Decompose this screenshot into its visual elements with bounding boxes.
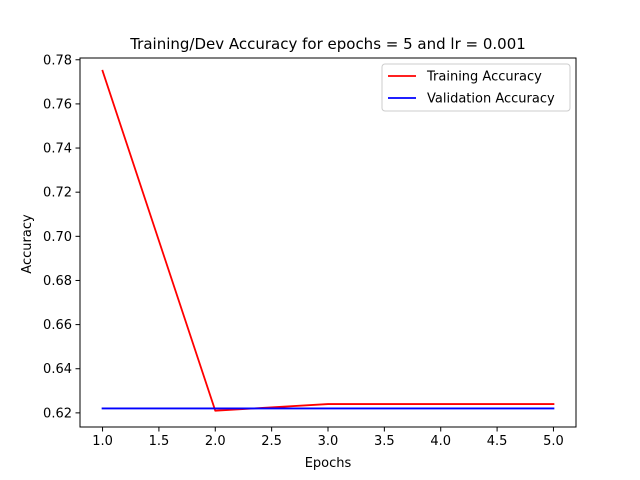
x-axis-label: Epochs [305,456,352,471]
y-axis-label: Accuracy [20,214,35,274]
legend: Training Accuracy Validation Accuracy [381,63,571,112]
legend-label: Training Accuracy [426,70,542,85]
legend-label: Validation Accuracy [427,92,555,107]
x-tick-label: 2.5 [261,434,282,449]
plot-area: 1.0 1.5 2.0 2.5 3.0 3.5 4.0 4.5 5.0 0.62 0.64 0.66 0… [43,53,577,449]
x-tick-label: 1.5 [149,434,170,449]
x-tick-label: 4.5 [487,434,508,449]
x-tick-label: 4.0 [430,434,451,449]
y-tick-label: 0.70 [43,230,72,245]
y-tick-label: 0.62 [43,406,72,421]
legend-box [381,63,571,112]
x-tick-label: 3.0 [318,434,339,449]
chart-title: Training/Dev Accuracy for epochs = 5 and… [129,35,526,53]
x-tick-label: 1.0 [92,434,113,449]
y-tick-label: 0.68 [43,274,72,289]
x-tick-label: 5.0 [543,434,564,449]
y-tick-label: 0.64 [43,362,72,377]
y-tick-label: 0.76 [43,97,72,112]
y-tick-label: 0.74 [43,142,72,157]
x-tick-label: 2.0 [205,434,226,449]
y-tick-label: 0.78 [43,53,72,68]
x-tick-label: 3.5 [374,434,395,449]
y-tick-label: 0.66 [43,318,72,333]
series-line-training [101,69,555,412]
y-tick-label: 0.72 [43,186,72,201]
